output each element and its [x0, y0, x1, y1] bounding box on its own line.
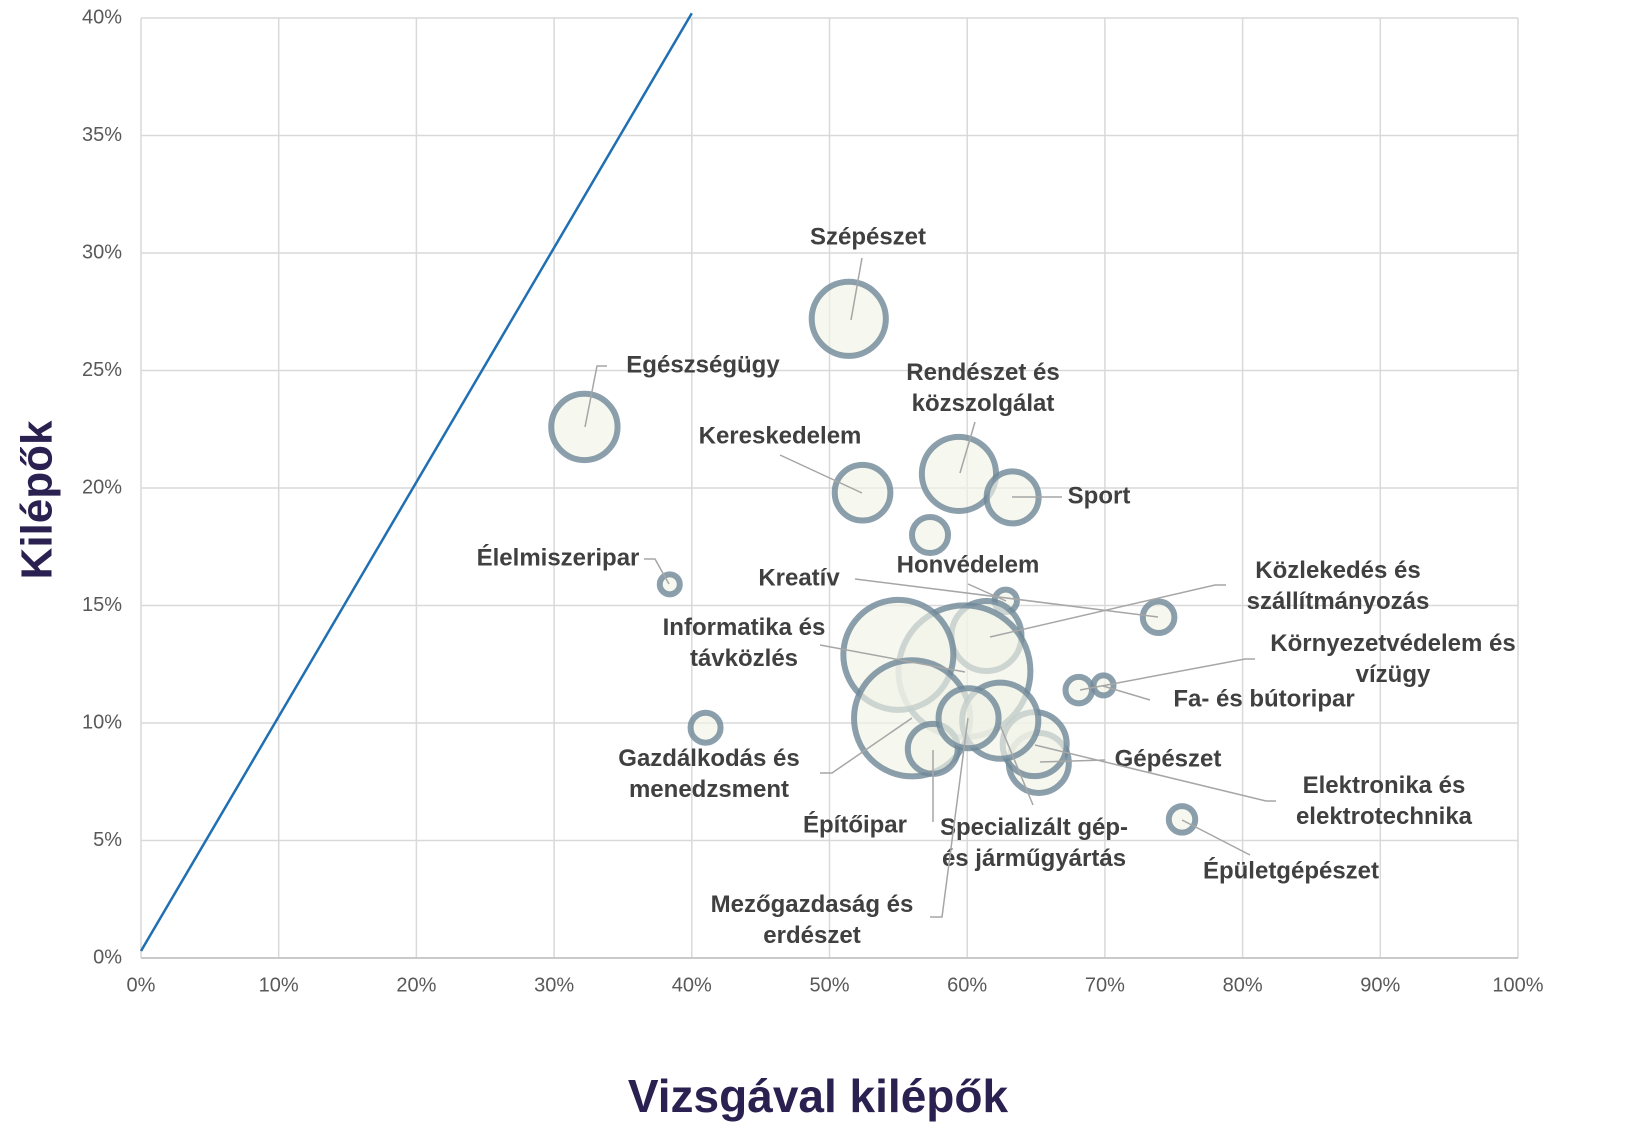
data-label: Élelmiszeripar	[477, 543, 640, 571]
x-tick-label: 80%	[1223, 974, 1263, 996]
leader-line	[1039, 759, 1106, 763]
data-label: Közlekedés és szállítmányozás	[1247, 557, 1430, 615]
x-tick-label: 90%	[1360, 974, 1400, 996]
data-label: Épületgépészet	[1203, 856, 1379, 884]
leader-line	[1102, 685, 1151, 701]
data-label: Egészségügy	[626, 351, 780, 378]
x-tick-label: 70%	[1085, 974, 1125, 996]
leader-line	[779, 454, 863, 494]
data-label: Honvédelem	[897, 551, 1040, 578]
data-label: Építőipar	[803, 810, 907, 838]
leader-line	[967, 583, 1007, 602]
leader-line	[989, 584, 1226, 638]
bubble	[1062, 673, 1095, 707]
x-tick-label: 60%	[947, 974, 987, 996]
reference-line	[139, 12, 693, 952]
y-tick-label: 0%	[93, 946, 122, 968]
data-label: Informatika és távközlés	[663, 614, 826, 672]
leader-line	[1181, 819, 1251, 856]
leader-line	[1034, 744, 1276, 802]
bubble	[687, 709, 724, 746]
data-label: Elektronika és elektrotechnika	[1296, 772, 1473, 830]
y-tick-label: 40%	[82, 6, 122, 28]
data-label: Kreatív	[758, 564, 840, 591]
bubble	[656, 571, 683, 598]
y-tick-label: 15%	[82, 594, 122, 616]
data-label: Specializált gép-és járműgyártás	[940, 814, 1128, 872]
leader-line	[854, 578, 1159, 618]
y-tick-label: 30%	[82, 241, 122, 263]
x-tick-label: 50%	[809, 974, 849, 996]
data-label: Környezetvédelem és vízügy	[1270, 630, 1515, 688]
data-label: Szépészet	[810, 223, 926, 250]
leader-line	[850, 257, 863, 321]
data-label: Rendészet és közszolgálat	[906, 359, 1059, 417]
y-tick-label: 5%	[93, 829, 122, 851]
leader-line	[1079, 658, 1255, 691]
data-label: Sport	[1068, 482, 1131, 509]
leader-line	[930, 717, 969, 918]
data-label: Gépészet	[1115, 745, 1222, 772]
data-label: Fa- és bútoripar	[1173, 685, 1354, 712]
x-axis-label: Vizsgával kilépők	[628, 1070, 1009, 1122]
leader-line	[819, 644, 966, 673]
leader-line	[584, 365, 607, 428]
bubble	[831, 461, 894, 524]
data-label: Mezőgazdaság és erdészet	[711, 891, 914, 949]
x-tick-label: 20%	[396, 974, 436, 996]
y-tick-label: 35%	[82, 124, 122, 146]
bubble	[1139, 598, 1178, 637]
bubble	[808, 278, 889, 359]
x-tick-label: 40%	[672, 974, 712, 996]
y-tick-label: 20%	[82, 476, 122, 498]
y-axis-label: Kilépők	[13, 420, 62, 579]
bubble	[1165, 803, 1199, 836]
x-tick-label: 100%	[1492, 974, 1543, 996]
bubble	[548, 390, 621, 464]
y-tick-label: 25%	[82, 359, 122, 381]
x-tick-label: 30%	[534, 974, 574, 996]
data-label: Gazdálkodás és menedzsment	[618, 745, 799, 803]
data-label: Kereskedelem	[699, 422, 862, 449]
leader-line	[820, 717, 913, 774]
leader-line	[644, 558, 670, 585]
bubble	[908, 513, 952, 557]
leader-line	[999, 724, 1034, 806]
y-tick-label: 10%	[82, 711, 122, 733]
x-tick-label: 10%	[259, 974, 299, 996]
x-tick-label: 0%	[127, 974, 156, 996]
leader-line	[959, 421, 976, 474]
